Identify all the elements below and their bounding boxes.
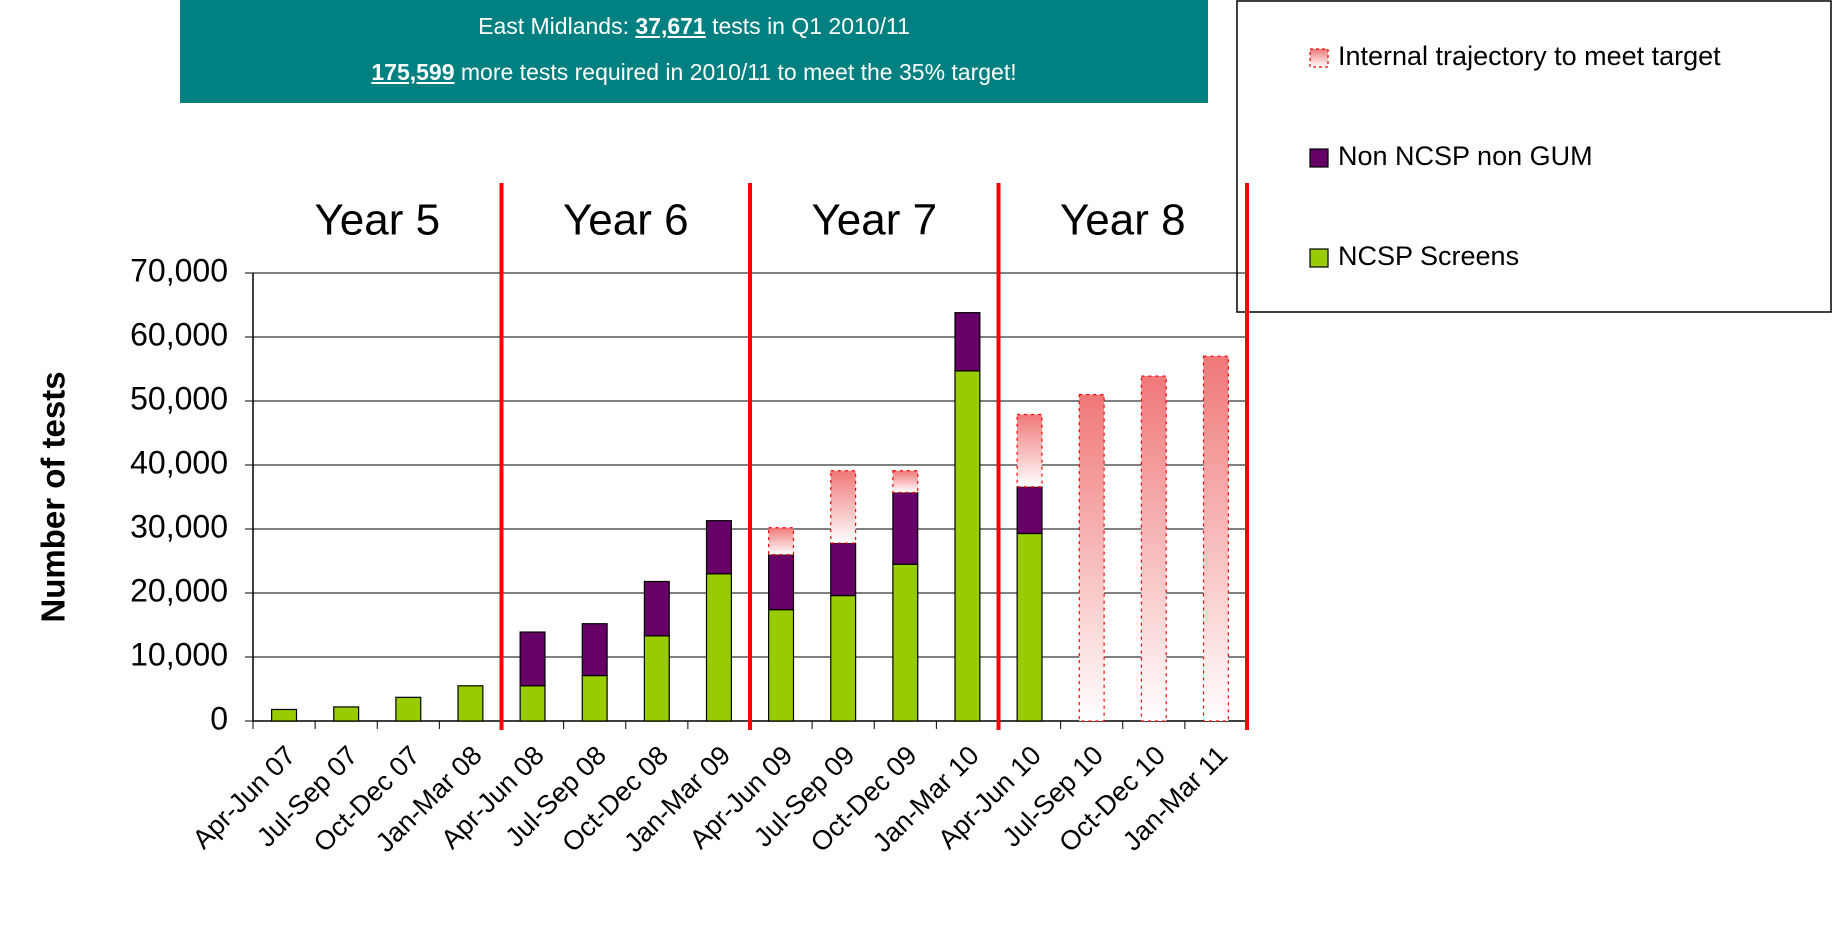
header-line: 175,599 more tests required in 2010/11 t… bbox=[180, 52, 1208, 92]
year-label: Year 5 bbox=[314, 196, 440, 245]
bar-segment bbox=[1016, 532, 1043, 722]
legend-label: Non NCSP non GUM bbox=[1338, 141, 1593, 171]
bar-segment bbox=[768, 609, 795, 722]
bar-segment bbox=[1202, 355, 1229, 722]
y-tick-label: 60,000 bbox=[130, 316, 228, 352]
legend-swatch bbox=[1309, 48, 1329, 68]
y-tick-label: 10,000 bbox=[130, 636, 228, 672]
bar-segment bbox=[581, 623, 608, 677]
bar-segment bbox=[1078, 394, 1105, 722]
bar-segment bbox=[271, 708, 298, 722]
bar-segment bbox=[892, 563, 919, 722]
bar-segment bbox=[457, 685, 484, 722]
bar-segment bbox=[954, 370, 981, 722]
legend-box bbox=[1236, 0, 1832, 313]
bar-segment bbox=[643, 635, 670, 722]
legend-swatch bbox=[1309, 148, 1329, 168]
header-text: East Midlands: bbox=[478, 13, 629, 39]
header-text: tests in Q1 2010/11 bbox=[712, 13, 910, 39]
bar-segment bbox=[395, 696, 422, 722]
year-label: Year 7 bbox=[811, 196, 937, 245]
bar-segment bbox=[519, 685, 546, 722]
bar-segment bbox=[768, 527, 795, 556]
legend-label: NCSP Screens bbox=[1338, 241, 1519, 271]
bar-segment bbox=[1016, 413, 1043, 488]
year-label: Year 6 bbox=[563, 196, 689, 245]
y-tick-label: 50,000 bbox=[130, 380, 228, 416]
y-tick-label: 20,000 bbox=[130, 572, 228, 608]
bar-segment bbox=[581, 674, 608, 722]
bar-segment bbox=[892, 470, 919, 494]
bar-segment bbox=[1016, 486, 1043, 535]
bar-segment bbox=[954, 312, 981, 372]
bar-segment bbox=[830, 470, 857, 544]
y-tick-label: 70,000 bbox=[130, 252, 228, 288]
bar-segment bbox=[333, 706, 360, 722]
y-tick-label: 0 bbox=[210, 700, 228, 736]
legend-label: Internal trajectory to meet target bbox=[1338, 41, 1721, 71]
header-number: 175,599 bbox=[371, 59, 455, 85]
legend-swatch bbox=[1309, 248, 1329, 268]
bar-segment bbox=[768, 553, 795, 611]
year-label: Year 8 bbox=[1060, 196, 1186, 245]
bar-segment bbox=[830, 594, 857, 722]
bar-segment bbox=[519, 631, 546, 687]
header-box: East Midlands: 37,671 tests in Q1 2010/1… bbox=[180, 0, 1208, 103]
bar-segment bbox=[705, 573, 732, 722]
bar-segment bbox=[643, 580, 670, 637]
header-line: East Midlands: 37,671 tests in Q1 2010/1… bbox=[180, 6, 1208, 46]
header-text: more tests required in 2010/11 to meet t… bbox=[460, 59, 1017, 85]
header-number: 37,671 bbox=[635, 13, 706, 39]
y-tick-label: 40,000 bbox=[130, 444, 228, 480]
bar-segment bbox=[892, 491, 919, 565]
bar-segment bbox=[830, 542, 857, 597]
bar-segment bbox=[705, 520, 732, 575]
y-tick-label: 30,000 bbox=[130, 508, 228, 544]
y-axis-title: Number of tests bbox=[35, 371, 72, 622]
bar-segment bbox=[1140, 375, 1167, 722]
